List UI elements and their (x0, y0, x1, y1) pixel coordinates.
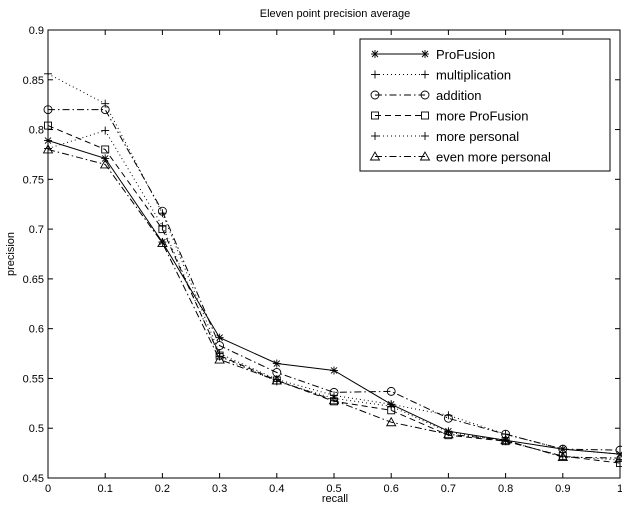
legend-marker-even-more-personal (419, 151, 431, 161)
x-tick-label: 0.6 (384, 483, 399, 495)
y-tick-label: 0.9 (29, 25, 44, 37)
data-point-even-more-personal (214, 354, 225, 364)
y-axis-title: precision (5, 232, 17, 276)
legend-marker-more-profusion (421, 111, 429, 120)
data-point-multiplication (158, 209, 167, 218)
data-point-more-profusion (101, 145, 110, 154)
legend-marker-profusion (371, 50, 379, 58)
y-tick-label: 0.6 (29, 324, 44, 336)
data-point-even-more-personal (614, 452, 622, 463)
y-tick-label: 0.8 (29, 125, 44, 137)
data-point-more-personal (387, 402, 396, 411)
x-tick-label: 0.5 (326, 483, 341, 495)
data-point-multiplication (101, 99, 110, 108)
legend-label-profusion: ProFusion (436, 47, 495, 62)
legend-marker-more-personal (421, 132, 429, 140)
series-line-more-profusion (47, 125, 621, 464)
legend-label-even-more-personal: even more personal (436, 150, 551, 165)
legend-box (359, 38, 611, 172)
data-point-addition (215, 341, 225, 351)
data-point-even-more-personal (99, 158, 111, 169)
plot-area: 0 0.1 0.2 0.3 0.4 0.5 0.6 0.7 0.8 0.9 1 0.45 0.5 0.55… (23, 25, 622, 495)
y-tick-label: 0.45 (23, 473, 44, 485)
y-tick-label: 0.75 (23, 174, 44, 186)
legend-marker-addition (370, 90, 380, 100)
data-point-profusion (330, 366, 338, 375)
chart-title: Eleven point precision average (260, 8, 410, 20)
data-point-addition (157, 206, 167, 216)
data-point-profusion (215, 333, 224, 342)
legend-label-more-personal: more personal (436, 129, 519, 144)
data-point-even-more-personal (328, 394, 340, 405)
data-point-even-more-personal (500, 434, 511, 445)
data-point-more-personal (101, 126, 110, 135)
data-point-profusion (101, 154, 110, 163)
series-line-even-more-personal (47, 149, 621, 459)
y-tick-label: 0.7 (29, 224, 44, 236)
data-point-profusion (272, 359, 281, 368)
legend-marker-profusion (421, 50, 429, 58)
x-tick-label: 0.3 (212, 483, 227, 495)
legend-label-multiplication: multiplication (436, 68, 511, 83)
x-tick-label: 0.2 (155, 483, 170, 495)
data-point-even-more-personal (557, 451, 569, 462)
data-point-addition (386, 386, 396, 396)
data-point-addition (100, 105, 110, 115)
legend-marker-more-personal (371, 132, 379, 140)
data-point-multiplication (501, 430, 510, 439)
data-point-even-more-personal (443, 428, 454, 439)
legend: ProFusion multiplication addition more ProF… (359, 38, 611, 172)
data-point-even-more-personal (157, 237, 168, 247)
series-line-profusion (47, 140, 621, 455)
data-point-profusion (44, 136, 52, 145)
y-tick-label: 0.5 (29, 423, 44, 435)
x-tick-label: 1 (617, 483, 622, 495)
legend-marker-more-profusion (371, 111, 379, 120)
x-axis-title: recall (322, 493, 348, 505)
x-tick-label: 0 (45, 483, 51, 495)
y-tick-label: 0.85 (23, 75, 44, 87)
series-line-addition (48, 109, 621, 451)
x-tick-label: 0.4 (269, 483, 284, 495)
data-point-even-more-personal (271, 375, 283, 385)
x-tick-label: 0.8 (498, 483, 513, 495)
y-tick-label: 0.65 (23, 274, 44, 286)
data-point-more-profusion (44, 121, 52, 130)
x-tick-label: 0.7 (441, 483, 456, 495)
x-tick-label: 0.1 (98, 483, 113, 495)
legend-label-addition: addition (436, 88, 482, 103)
data-point-more-personal (616, 456, 622, 465)
legend-marker-even-more-personal (369, 151, 381, 161)
y-tick-label: 0.55 (23, 373, 44, 385)
legend-marker-multiplication (371, 70, 379, 79)
data-point-addition (443, 413, 453, 423)
data-point-more-personal (158, 222, 167, 231)
legend-label-more-profusion: more ProFusion (436, 109, 528, 124)
legend-marker-addition (420, 90, 430, 100)
series-line-more-personal (47, 130, 621, 461)
data-point-addition (43, 105, 53, 115)
data-point-even-more-personal (42, 144, 54, 154)
data-point-even-more-personal (385, 416, 397, 427)
data-point-multiplication (44, 69, 52, 78)
legend-marker-multiplication (421, 70, 429, 79)
x-tick-label: 0.9 (555, 483, 570, 495)
